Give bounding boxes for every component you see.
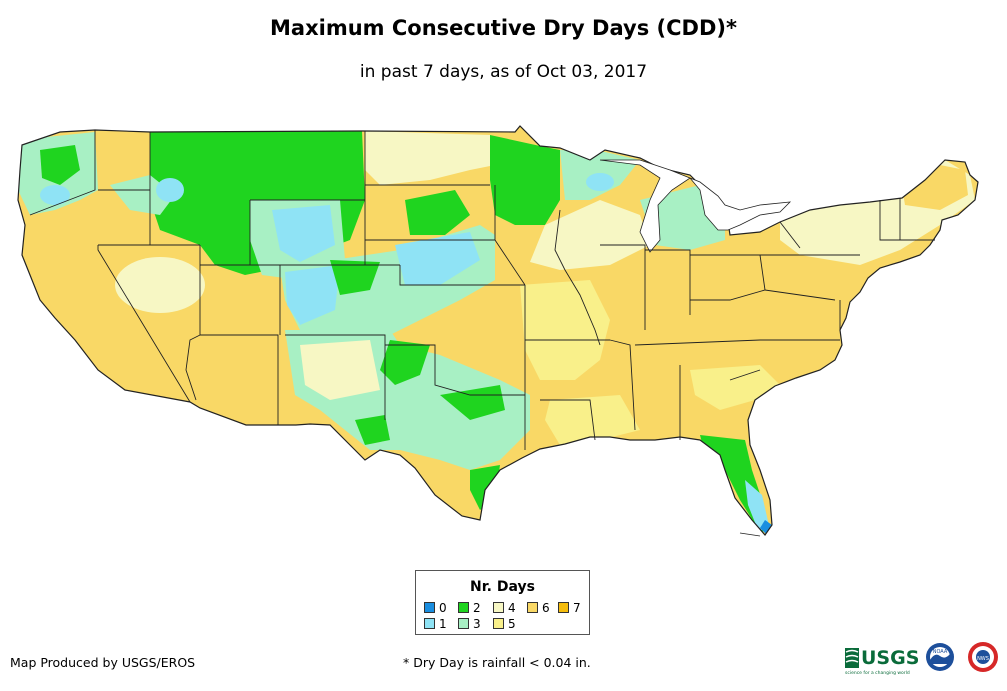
producer-credit: Map Produced by USGS/EROS <box>10 655 196 670</box>
noaa-logo: NOAA <box>926 643 954 671</box>
patch-class-5-missouri-arkansas <box>520 280 610 380</box>
florida-keys <box>739 532 761 537</box>
legend-swatch <box>458 618 469 629</box>
patch-class-2-south-dakota <box>405 190 470 235</box>
legend-label: 6 <box>542 601 550 615</box>
great-lakes <box>599 159 792 253</box>
legend-label: 5 <box>508 617 516 631</box>
legend-label: 3 <box>473 617 481 631</box>
patch-class-2-west-texas <box>355 415 390 445</box>
nws-logo: NWS <box>968 642 998 672</box>
patch-class-4-new-mexico <box>300 340 380 400</box>
patch-class-4-nevada <box>115 257 205 313</box>
patch-class-1-wyoming <box>272 205 335 262</box>
patch-class-2-north-texas <box>440 385 505 420</box>
state-boundaries <box>29 130 935 450</box>
legend-swatch <box>458 602 469 613</box>
patch-class-1-idaho <box>156 178 184 202</box>
patch-class-1-florida <box>745 480 770 530</box>
patch-class-1-colorado <box>285 265 340 325</box>
patch-class-2-washington <box>40 145 80 185</box>
legend-label: 0 <box>439 601 447 615</box>
usgs-text: USGS <box>861 647 919 669</box>
patch-class-4-iowa-illinois <box>530 200 650 270</box>
dry-days-raster <box>18 126 978 535</box>
legend-swatch <box>493 618 504 629</box>
legend: Nr. Days 0 1 2 3 4 5 6 7 <box>415 570 590 635</box>
dry-day-footnote: * Dry Day is rainfall < 0.04 in. <box>403 655 591 670</box>
legend-label: 2 <box>473 601 481 615</box>
usgs-logo: USGS science for a changing world <box>845 647 919 676</box>
nws-text: NWS <box>977 656 989 662</box>
patch-class-2-new-mexico-east <box>380 340 430 385</box>
legend-swatch <box>493 602 504 613</box>
legend-title: Nr. Days <box>470 579 535 595</box>
patch-class-2-colorado <box>330 260 380 295</box>
legend-swatch <box>558 602 569 613</box>
usgs-tagline: science for a changing world <box>845 670 910 676</box>
legend-swatch <box>424 602 435 613</box>
map-title: Maximum Consecutive Dry Days (CDD)* <box>270 16 737 40</box>
patch-class-1-nebraska <box>395 232 480 285</box>
patch-class-1-wisconsin <box>586 173 614 191</box>
legend-label: 4 <box>508 601 516 615</box>
legend-swatch <box>424 618 435 629</box>
legend-swatch <box>527 602 538 613</box>
noaa-text: NOAA <box>933 649 948 655</box>
patch-class-4-north-dakota <box>365 131 495 185</box>
map-subtitle: in past 7 days, as of Oct 03, 2017 <box>359 62 648 82</box>
patch-class-0-florida-tip <box>760 520 772 534</box>
legend-label: 7 <box>573 601 581 615</box>
agency-logos: USGS science for a changing world NOAA N… <box>845 642 998 676</box>
legend-label: 1 <box>439 617 447 631</box>
patch-class-1-washington <box>40 185 70 205</box>
patch-class-2-minnesota <box>490 135 560 225</box>
patch-class-5-carolinas <box>690 365 780 410</box>
